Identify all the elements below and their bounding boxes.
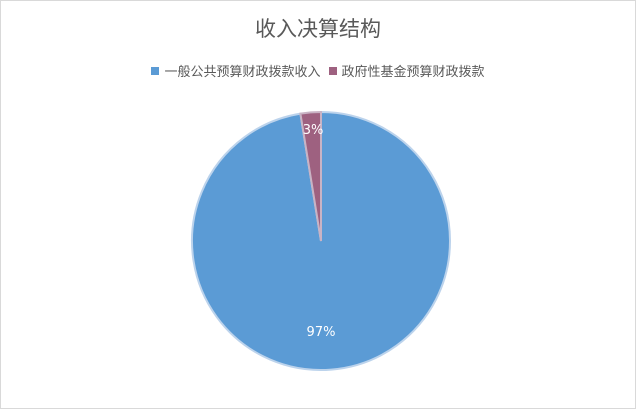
legend-item-fund-budget: 政府性基金预算财政拨款 (328, 61, 485, 80)
data-label-1: 3% (303, 123, 324, 138)
chart-title: 收入决算结构 (255, 17, 381, 41)
legend-item-general-budget: 一般公共预算财政拨款收入 (151, 61, 321, 80)
legend-label: 政府性基金预算财政拨款 (341, 65, 485, 80)
pie-slice-1 (299, 110, 322, 242)
legend-swatch (328, 66, 337, 75)
legend: 一般公共预算财政拨款收入 政府性基金预算财政拨款 (1, 61, 635, 80)
legend-swatch (151, 66, 160, 75)
data-label-0: 97% (307, 325, 336, 340)
legend-label: 一般公共预算财政拨款收入 (164, 65, 321, 80)
